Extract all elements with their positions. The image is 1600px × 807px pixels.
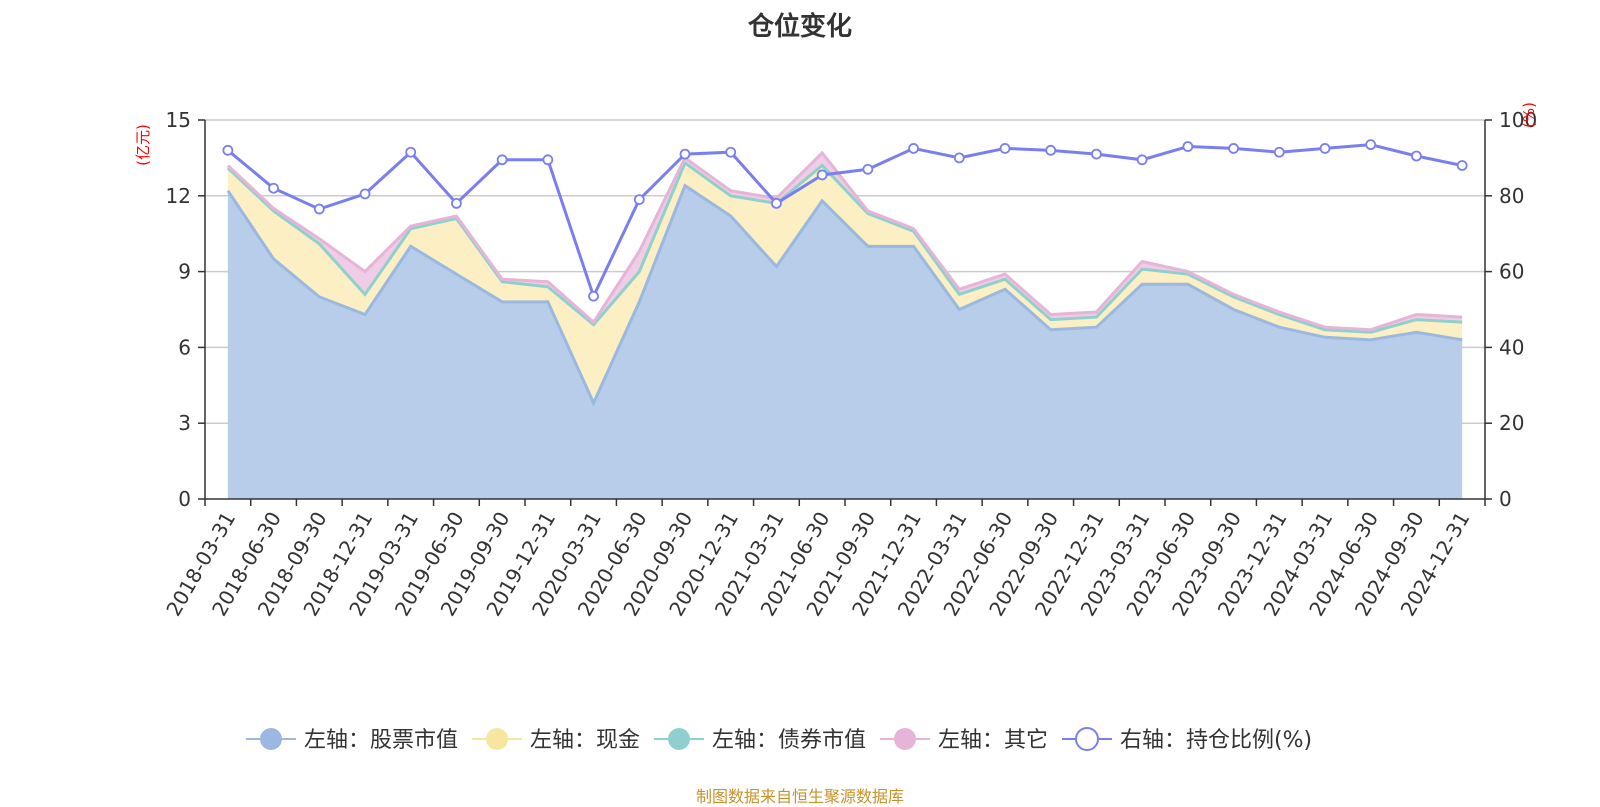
legend-item[interactable]: 左轴：股票市值 — [246, 728, 458, 753]
ratio-point — [633, 194, 645, 205]
right-tick-label: 20 — [1499, 411, 1524, 435]
ratio-point — [862, 163, 874, 175]
ratio-point — [679, 148, 691, 160]
legend-swatch-marker — [486, 728, 508, 750]
legend: 左轴：股票市值 左轴：现金 左轴：债券市值 左轴：其它 右轴：持仓比例(%) — [246, 727, 1312, 753]
ratio-point — [771, 197, 782, 209]
ratio-point — [1319, 143, 1331, 154]
ratio-point — [1411, 150, 1422, 162]
legend-label: 左轴：股票市值 — [304, 728, 458, 753]
source-note: 制图数据来自恒生聚源数据库 — [695, 787, 904, 806]
legend-item[interactable]: 右轴：持仓比例(%) — [1062, 727, 1312, 753]
legend-label: 左轴：其它 — [938, 728, 1048, 753]
left-axis-unit: (亿元) — [134, 124, 152, 166]
area-line-左轴：股票市值 — [226, 183, 1463, 407]
ratio-point — [1045, 144, 1057, 156]
legend-label: 左轴：债券市值 — [712, 728, 866, 753]
ratio-line-series — [222, 139, 1468, 302]
ratio-line — [226, 143, 1463, 301]
ratio-point — [816, 169, 828, 181]
legend-swatch-marker — [1075, 727, 1099, 751]
ratio-point — [1182, 141, 1194, 152]
legend-item[interactable]: 左轴：其它 — [880, 728, 1048, 753]
left-tick-label: 15 — [166, 108, 191, 132]
right-tick-label: 60 — [1499, 260, 1524, 284]
ratio-point — [222, 144, 234, 156]
legend-item[interactable]: 左轴：债券市值 — [654, 728, 866, 753]
right-tick-label: 0 — [1499, 487, 1512, 511]
legend-item[interactable]: 左轴：现金 — [472, 728, 640, 753]
ratio-point — [268, 182, 279, 194]
ratio-point — [1091, 148, 1102, 160]
area-左轴：股票市值 — [227, 185, 1463, 499]
legend-label: 右轴：持仓比例(%) — [1120, 728, 1312, 753]
legend-swatch-marker — [260, 728, 282, 750]
stacked-areas — [226, 150, 1463, 499]
left-tick-label: 3 — [178, 411, 191, 435]
ratio-point — [359, 188, 371, 200]
left-tick-label: 6 — [178, 335, 191, 359]
left-tick-label: 9 — [178, 260, 191, 284]
ratio-point — [1228, 143, 1239, 154]
right-tick-label: 100 — [1499, 108, 1537, 132]
ratio-point — [405, 146, 417, 158]
ratio-point — [908, 143, 919, 154]
legend-swatch-marker — [894, 728, 916, 750]
area-左轴：现金 — [227, 162, 1463, 403]
right-tick-label: 40 — [1499, 335, 1524, 359]
area-line-左轴：债券市值 — [226, 160, 1463, 334]
ratio-point — [1365, 139, 1377, 151]
chart-title: 仓位变化 — [747, 12, 852, 42]
ratio-point — [1456, 160, 1468, 171]
ratio-point — [313, 203, 325, 215]
left-tick-label: 12 — [166, 184, 191, 208]
ratio-point — [1136, 154, 1148, 166]
ratio-point — [588, 290, 599, 302]
legend-label: 左轴：现金 — [530, 728, 640, 753]
ratio-point — [725, 146, 737, 158]
ratio-point — [451, 197, 462, 209]
ratio-point — [542, 154, 554, 166]
right-axis-unit: (%) — [1520, 102, 1538, 128]
left-tick-label: 0 — [178, 487, 191, 511]
right-tick-label: 80 — [1499, 184, 1524, 208]
area-line-左轴：其它 — [226, 150, 1463, 332]
ratio-point — [496, 154, 508, 166]
ratio-point — [1273, 146, 1285, 158]
ratio-point — [999, 143, 1011, 154]
ratio-point — [953, 152, 965, 164]
legend-swatch-marker — [668, 728, 690, 750]
